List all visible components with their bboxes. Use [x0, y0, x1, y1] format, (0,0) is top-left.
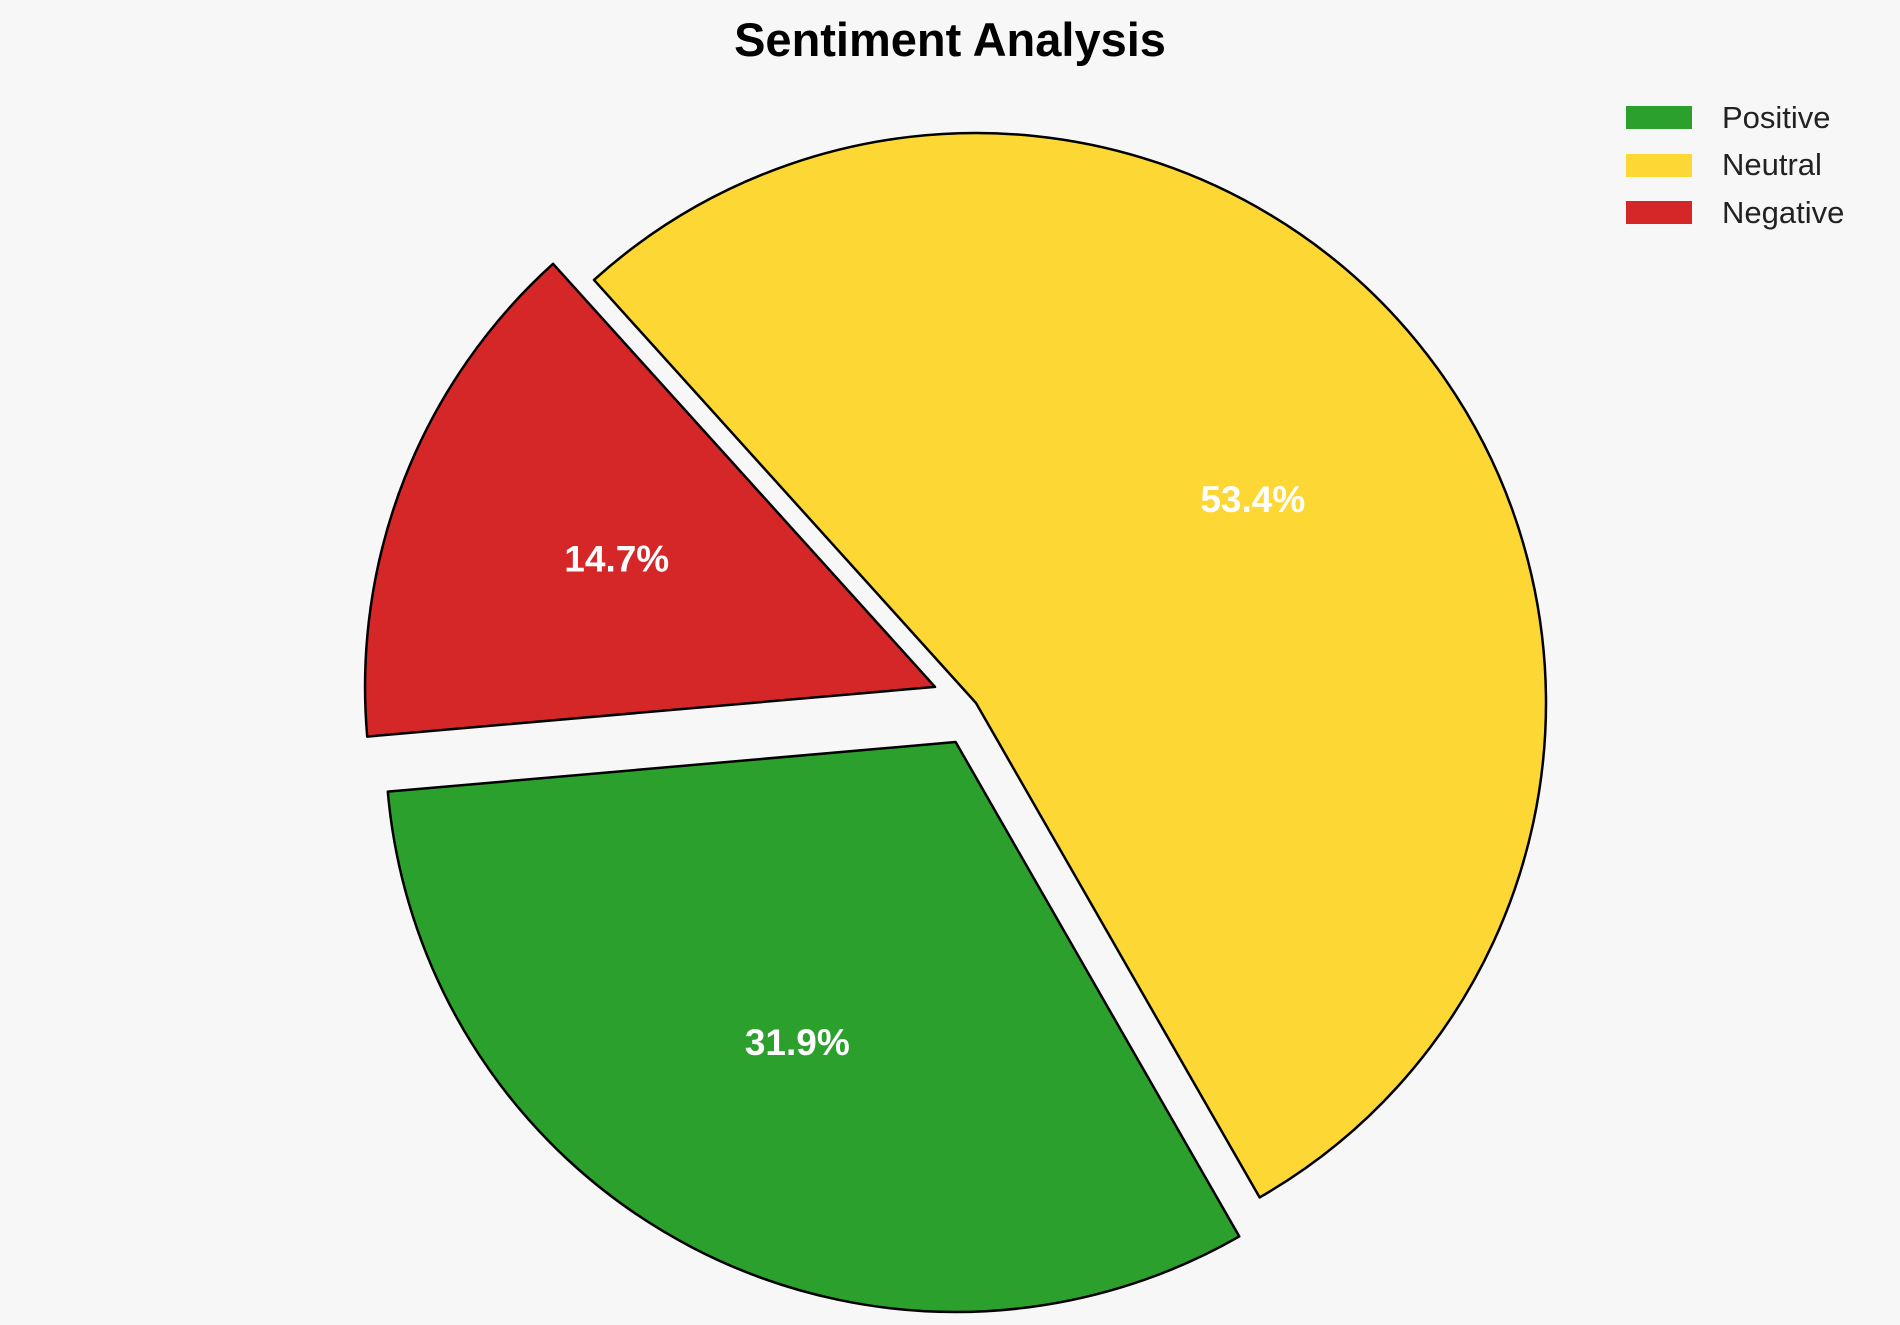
pie-slice-neutral [592, 131, 1548, 1199]
pie-labels: 31.9% 53.4% 14.7% [564, 479, 1305, 1063]
pie-slices [363, 131, 1548, 1314]
pie-slice-negative [363, 262, 937, 738]
legend-item-positive: Positive [1610, 94, 1870, 142]
pie-label-neutral: 53.4% [1200, 479, 1305, 520]
chart-title: Sentiment Analysis [734, 13, 1166, 66]
legend-label-neutral: Neutral [1722, 147, 1822, 183]
legend-swatch-negative [1626, 201, 1692, 225]
pie-label-positive: 31.9% [745, 1022, 850, 1063]
pie-slice-positive [386, 740, 1241, 1314]
legend: Positive Neutral Negative [1610, 94, 1870, 237]
legend-swatch-neutral [1626, 153, 1692, 177]
legend-item-neutral: Neutral [1610, 142, 1870, 190]
legend-label-positive: Positive [1722, 99, 1831, 135]
legend-label-negative: Negative [1722, 194, 1845, 230]
pie-label-negative: 14.7% [564, 539, 669, 580]
legend-item-negative: Negative [1610, 189, 1870, 237]
legend-swatch-positive [1626, 106, 1692, 130]
